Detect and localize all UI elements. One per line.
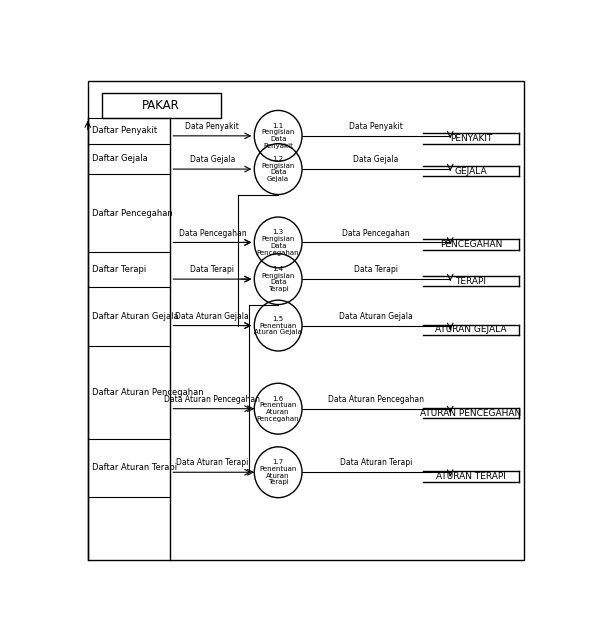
Text: Data Aturan Pencegahan: Data Aturan Pencegahan xyxy=(328,395,424,404)
Text: Data Pencegahan: Data Pencegahan xyxy=(342,229,410,237)
Text: 1.6
Penentuan
Aturan
Pencegahan: 1.6 Penentuan Aturan Pencegahan xyxy=(257,396,300,422)
Text: Data Terapi: Data Terapi xyxy=(191,265,234,274)
Text: Data Penyakit: Data Penyakit xyxy=(349,122,403,131)
Text: Daftar Pencegahan: Daftar Pencegahan xyxy=(92,209,173,218)
Text: PAKAR: PAKAR xyxy=(142,99,180,112)
Text: PENYAKIT: PENYAKIT xyxy=(450,134,492,143)
Text: Data Aturan Gejala: Data Aturan Gejala xyxy=(339,312,413,321)
Text: Data Terapi: Data Terapi xyxy=(354,265,398,274)
Text: Data Aturan Terapi: Data Aturan Terapi xyxy=(340,458,412,467)
Text: PENCEGAHAN: PENCEGAHAN xyxy=(440,240,502,249)
Text: Daftar Terapi: Daftar Terapi xyxy=(92,265,147,274)
Text: 1.3
Pengisian
Data
Pencegahan: 1.3 Pengisian Data Pencegahan xyxy=(257,229,300,255)
Text: Daftar Aturan Terapi: Daftar Aturan Terapi xyxy=(92,464,178,472)
Text: ATURAN PENCEGAHAN: ATURAN PENCEGAHAN xyxy=(420,408,522,418)
Text: 1.5
Penentuan
Aturan Gejala: 1.5 Penentuan Aturan Gejala xyxy=(254,316,302,335)
Text: Data Aturan Terapi: Data Aturan Terapi xyxy=(176,458,249,467)
Text: Daftar Aturan Gejala: Daftar Aturan Gejala xyxy=(92,312,179,321)
Text: TERAPI: TERAPI xyxy=(455,277,487,286)
Text: 1.7
Penentuan
Aturan
Terapi: 1.7 Penentuan Aturan Terapi xyxy=(259,459,297,485)
Text: 1.4
Pengisian
Data
Terapi: 1.4 Pengisian Data Terapi xyxy=(262,266,295,292)
Text: Data Aturan Gejala: Data Aturan Gejala xyxy=(175,312,249,321)
Text: ATURAN GEJALA: ATURAN GEJALA xyxy=(435,326,507,335)
Text: Data Aturan Pencegahan: Data Aturan Pencegahan xyxy=(165,395,260,404)
Text: 1.2
Pengisian
Data
Gejala: 1.2 Pengisian Data Gejala xyxy=(262,156,295,182)
Text: Data Penyakit: Data Penyakit xyxy=(185,122,239,131)
Text: Data Gejala: Data Gejala xyxy=(189,155,235,164)
Text: ATURAN TERAPI: ATURAN TERAPI xyxy=(436,472,506,481)
Text: Data Pencegahan: Data Pencegahan xyxy=(179,229,246,237)
Text: Daftar Gejala: Daftar Gejala xyxy=(92,154,148,163)
Text: 1.1
Pengisian
Data
Penyakit: 1.1 Pengisian Data Penyakit xyxy=(262,123,295,149)
Text: GEJALA: GEJALA xyxy=(455,166,487,175)
Text: Data Gejala: Data Gejala xyxy=(353,155,399,164)
Text: Daftar Penyakit: Daftar Penyakit xyxy=(92,126,157,135)
Text: Daftar Aturan Pencegahan: Daftar Aturan Pencegahan xyxy=(92,388,204,397)
